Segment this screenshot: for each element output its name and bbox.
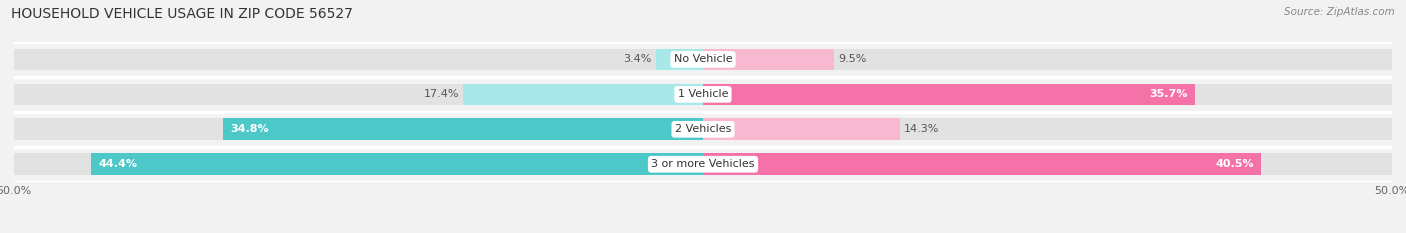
Bar [463,84,703,105]
Text: No Vehicle: No Vehicle [673,55,733,64]
Bar [14,118,1392,140]
Text: 3.4%: 3.4% [624,55,652,64]
Text: 17.4%: 17.4% [423,89,460,99]
Text: 34.8%: 34.8% [231,124,269,134]
Text: 44.4%: 44.4% [98,159,138,169]
Text: 3 or more Vehicles: 3 or more Vehicles [651,159,755,169]
Text: 40.5%: 40.5% [1216,159,1254,169]
Text: HOUSEHOLD VEHICLE USAGE IN ZIP CODE 56527: HOUSEHOLD VEHICLE USAGE IN ZIP CODE 5652… [11,7,353,21]
Text: 2 Vehicles: 2 Vehicles [675,124,731,134]
Text: 14.3%: 14.3% [904,124,939,134]
Text: 9.5%: 9.5% [838,55,866,64]
Bar [14,49,1392,70]
Bar [703,84,1195,105]
Bar [703,49,834,70]
Bar [703,154,1261,175]
Bar [14,154,1392,175]
Text: 1 Vehicle: 1 Vehicle [678,89,728,99]
Text: Source: ZipAtlas.com: Source: ZipAtlas.com [1284,7,1395,17]
Bar [657,49,703,70]
Bar [14,84,1392,105]
Text: 35.7%: 35.7% [1150,89,1188,99]
Bar [91,154,703,175]
Bar [703,118,900,140]
Bar [224,118,703,140]
